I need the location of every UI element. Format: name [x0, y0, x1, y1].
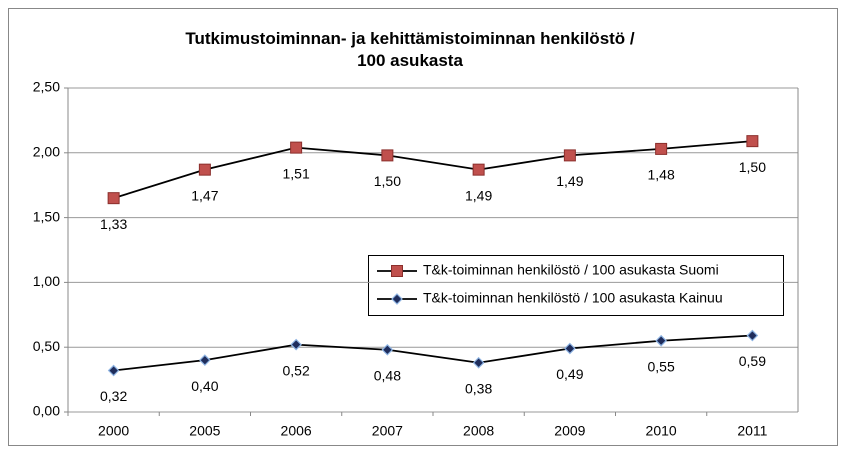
- y-tick-label: 2,00: [33, 144, 60, 160]
- data-label: 1,49: [556, 173, 583, 189]
- chart-title: Tutkimustoiminnan- ja kehittämistoiminna…: [185, 29, 635, 70]
- y-tick-label: 0,00: [33, 403, 60, 419]
- data-point: [107, 192, 120, 205]
- data-point: [655, 142, 668, 155]
- series-line: [113, 334, 753, 372]
- y-tick-label: 1,00: [33, 273, 60, 289]
- data-label: 0,55: [648, 358, 675, 374]
- legend-marker: [391, 265, 403, 277]
- data-point: [564, 342, 576, 355]
- x-tick-label: 2006: [281, 423, 312, 439]
- data-label: 0,32: [100, 388, 127, 404]
- y-tick-label: 0,50: [33, 338, 60, 354]
- data-point: [199, 354, 211, 367]
- data-point: [472, 356, 485, 369]
- data-label: 1,50: [374, 173, 401, 189]
- legend-label: T&k-toiminnan henkilöstö / 100 asukasta …: [423, 262, 719, 278]
- x-tick-label: 2007: [372, 423, 403, 439]
- data-point: [381, 149, 394, 162]
- data-point: [381, 343, 394, 356]
- data-point: [198, 163, 211, 176]
- legend-marker: [391, 293, 403, 305]
- data-label: 1,50: [739, 159, 766, 175]
- data-point: [290, 141, 303, 154]
- x-tick-label: 2010: [646, 423, 677, 439]
- x-tick-label: 2009: [554, 423, 585, 439]
- x-tick-label: 2005: [189, 423, 220, 439]
- y-tick-label: 1,50: [33, 208, 60, 224]
- y-tick-label: 2,50: [33, 79, 60, 95]
- x-tick-label: 2008: [463, 423, 494, 439]
- data-label: 0,49: [556, 366, 583, 382]
- data-label: 1,51: [283, 165, 310, 181]
- series-line: [113, 140, 753, 200]
- data-point: [746, 329, 759, 342]
- data-label: 0,40: [191, 378, 218, 394]
- legend-label: T&k-toiminnan henkilöstö / 100 asukasta …: [423, 290, 723, 306]
- data-label: 1,33: [100, 216, 127, 232]
- data-label: 0,38: [465, 380, 492, 396]
- data-label: 1,47: [191, 187, 218, 203]
- data-label: 0,52: [283, 362, 310, 378]
- data-label: 0,48: [374, 367, 401, 383]
- data-label: 0,59: [739, 353, 766, 369]
- data-point: [472, 163, 485, 176]
- chart-frame: [8, 8, 838, 446]
- data-point: [107, 364, 120, 377]
- data-label: 1,48: [648, 167, 675, 183]
- x-tick-label: 2000: [98, 423, 129, 439]
- data-label: 1,49: [465, 187, 492, 203]
- data-point: [563, 149, 576, 162]
- x-tick-label: 2011: [737, 423, 767, 439]
- legend-box: [368, 255, 784, 316]
- data-point: [746, 135, 759, 148]
- data-point: [655, 334, 667, 347]
- data-point: [290, 338, 302, 351]
